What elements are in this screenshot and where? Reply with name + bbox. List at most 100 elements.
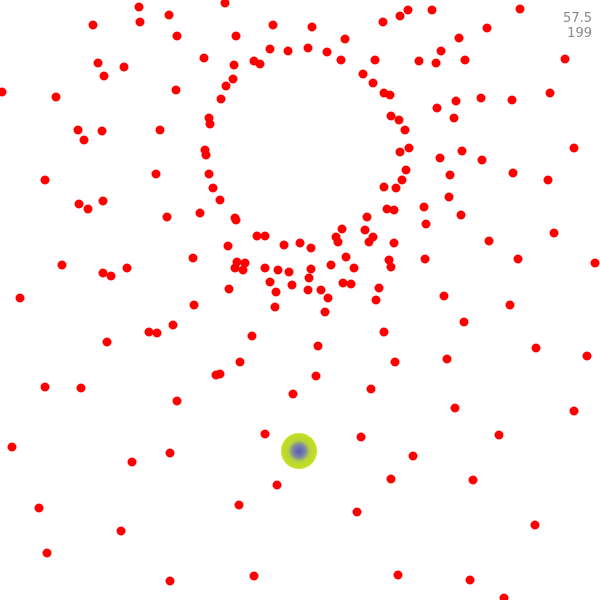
red-dot-icon <box>283 46 293 56</box>
red-dot-icon <box>279 240 289 250</box>
red-dot-icon <box>337 224 347 234</box>
red-dot-icon <box>40 175 50 185</box>
red-dot-icon <box>374 283 384 293</box>
red-dot-icon <box>545 88 555 98</box>
red-dot-icon <box>326 260 336 270</box>
red-dot-icon <box>515 4 525 14</box>
red-dot-icon <box>531 343 541 353</box>
red-dot-icon <box>358 69 368 79</box>
player-orb-icon <box>281 433 317 469</box>
red-dot-icon <box>195 208 205 218</box>
red-dot-icon <box>265 277 275 287</box>
red-dot-icon <box>102 337 112 347</box>
red-dot-icon <box>379 182 389 192</box>
red-dot-icon <box>507 95 517 105</box>
red-dot-icon <box>582 351 592 361</box>
red-dot-icon <box>336 55 346 65</box>
red-dot-icon <box>164 10 174 20</box>
red-dot-icon <box>265 44 275 54</box>
red-dot-icon <box>127 457 137 467</box>
red-dot-icon <box>439 291 449 301</box>
red-dot-icon <box>449 113 459 123</box>
red-dot-icon <box>420 254 430 264</box>
red-dot-icon <box>370 55 380 65</box>
red-dot-icon <box>569 406 579 416</box>
red-dot-icon <box>395 11 405 21</box>
red-dot-icon <box>172 396 182 406</box>
red-dot-icon <box>340 34 350 44</box>
red-dot-icon <box>316 285 326 295</box>
red-dot-icon <box>201 150 211 160</box>
red-dot-icon <box>155 125 165 135</box>
red-dot-icon <box>199 53 209 63</box>
red-dot-icon <box>303 43 313 53</box>
red-dot-icon <box>385 90 395 100</box>
red-dot-icon <box>414 56 424 66</box>
red-dot-icon <box>228 74 238 84</box>
red-dot-icon <box>247 331 257 341</box>
red-dot-icon <box>408 451 418 461</box>
red-dot-icon <box>224 284 234 294</box>
red-dot-icon <box>97 126 107 136</box>
red-dot-icon <box>268 20 278 30</box>
red-dot-icon <box>384 255 394 265</box>
red-dot-icon <box>389 238 399 248</box>
red-dot-icon <box>98 196 108 206</box>
red-dot-icon <box>165 448 175 458</box>
red-dot-icon <box>288 389 298 399</box>
red-dot-icon <box>216 94 226 104</box>
red-dot-icon <box>477 155 487 165</box>
red-dot-icon <box>122 263 132 273</box>
red-dot-icon <box>395 147 405 157</box>
red-dot-icon <box>303 285 313 295</box>
red-dot-icon <box>368 78 378 88</box>
red-dot-icon <box>134 2 144 12</box>
red-dot-icon <box>371 295 381 305</box>
red-dot-icon <box>456 210 466 220</box>
red-dot-icon <box>234 500 244 510</box>
red-dot-icon <box>323 293 333 303</box>
red-dot-icon <box>394 115 404 125</box>
red-dot-icon <box>360 225 370 235</box>
red-dot-icon <box>83 204 93 214</box>
red-dot-icon <box>230 263 240 273</box>
red-dot-icon <box>252 231 262 241</box>
red-dot-icon <box>215 369 225 379</box>
red-dot-icon <box>457 146 467 156</box>
red-dot-icon <box>152 328 162 338</box>
red-dot-icon <box>341 252 351 262</box>
red-dot-icon <box>349 263 359 273</box>
red-dot-icon <box>431 58 441 68</box>
red-dot-icon <box>270 302 280 312</box>
red-dot-icon <box>208 183 218 193</box>
red-dot-icon <box>255 59 265 69</box>
red-dot-icon <box>313 341 323 351</box>
red-dot-icon <box>468 475 478 485</box>
red-dot-icon <box>530 520 540 530</box>
red-dot-icon <box>393 570 403 580</box>
red-dot-icon <box>442 354 452 364</box>
red-dot-icon <box>401 165 411 175</box>
red-dot-icon <box>465 575 475 585</box>
red-dot-icon <box>99 71 109 81</box>
red-dot-icon <box>205 119 215 129</box>
red-dot-icon <box>204 169 214 179</box>
red-dot-icon <box>421 219 431 229</box>
red-dot-icon <box>508 168 518 178</box>
red-dot-icon <box>220 0 230 8</box>
red-dot-icon <box>42 548 52 558</box>
red-dot-icon <box>322 47 332 57</box>
red-dot-icon <box>221 81 231 91</box>
red-dot-icon <box>549 228 559 238</box>
red-dot-icon <box>391 183 401 193</box>
red-dot-icon <box>74 199 84 209</box>
red-dot-icon <box>320 307 330 317</box>
red-dot-icon <box>386 262 396 272</box>
red-dot-icon <box>460 55 470 65</box>
red-dot-icon <box>229 60 239 70</box>
red-dot-icon <box>390 357 400 367</box>
red-dot-icon <box>454 33 464 43</box>
red-dot-icon <box>307 22 317 32</box>
